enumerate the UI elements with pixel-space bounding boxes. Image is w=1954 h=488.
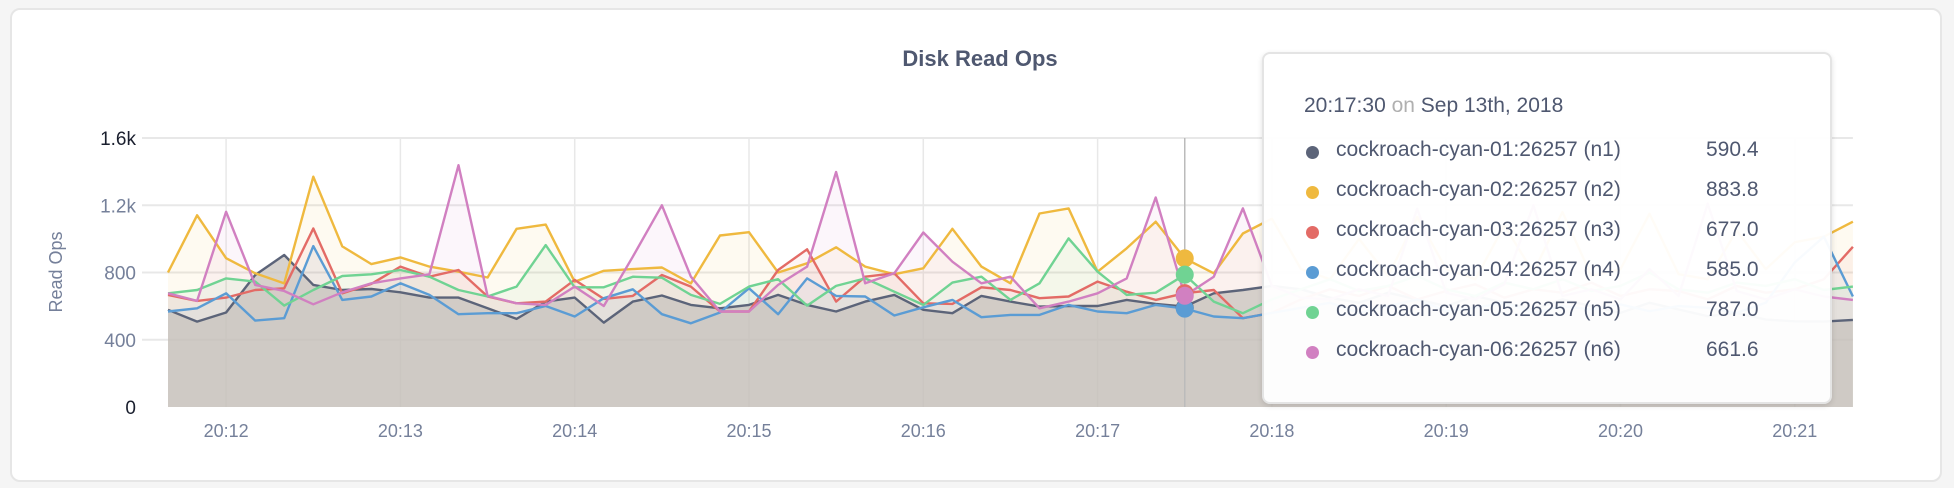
tooltip-series-name: cockroach-cyan-06:26257 (n6) [1336,338,1621,361]
tooltip-header: 20:17:30 on Sep 13th, 2018 [1304,94,1563,118]
x-tick-label: 20:13 [378,421,423,441]
y-axis-ticks: 0 400 800 1.2k 1.6k [100,129,136,419]
x-tick-label: 20:18 [1249,421,1294,441]
tooltip-row: cockroach-cyan-03:26257 (n3) 677.0 [1304,218,1804,248]
tooltip-series-name: cockroach-cyan-03:26257 (n3) [1336,218,1621,241]
x-tick-label: 20:15 [726,421,771,441]
tooltip-series-name: cockroach-cyan-02:26257 (n2) [1336,178,1621,201]
y-tick-label: 0 [125,398,136,419]
series-color-dot-icon [1306,346,1319,359]
chart-title: Disk Read Ops [902,46,1057,71]
tooltip-row: cockroach-cyan-01:26257 (n1) 590.4 [1304,138,1804,168]
x-tick-label: 20:17 [1075,421,1120,441]
tooltip-series-value: 661.6 [1706,338,1759,361]
tooltip-row: cockroach-cyan-04:26257 (n4) 585.0 [1304,258,1804,288]
tooltip-series-name: cockroach-cyan-04:26257 (n4) [1336,258,1621,281]
hover-layer [1175,138,1194,407]
tooltip-time: 20:17:30 [1304,94,1386,117]
tooltip-row: cockroach-cyan-05:26257 (n5) 787.0 [1304,298,1804,328]
tooltip-on: on [1391,94,1415,117]
y-axis-label: Read Ops [46,231,66,312]
series-color-dot-icon [1306,266,1319,279]
tooltip-series-value: 787.0 [1706,298,1759,321]
tooltip-series-name: cockroach-cyan-01:26257 (n1) [1336,138,1621,161]
x-axis-ticks: 20:12 20:13 20:14 20:15 20:16 20:17 20:18 20:19… [204,421,1818,441]
tooltip-row: cockroach-cyan-02:26257 (n2) 883.8 [1304,178,1804,208]
series-color-dot-icon [1306,186,1319,199]
tooltip-series-value: 585.0 [1706,258,1759,281]
hover-marker-n4 [1175,299,1194,318]
x-tick-label: 20:16 [901,421,946,441]
y-tick-label: 1.6k [100,129,136,150]
tooltip-series-value: 883.8 [1706,178,1759,201]
hover-marker-n2 [1175,249,1194,268]
tooltip-series-name: cockroach-cyan-05:26257 (n5) [1336,298,1621,321]
series-color-dot-icon [1306,146,1319,159]
y-tick-label: 800 [104,264,136,285]
tooltip-series-value: 677.0 [1706,218,1759,241]
y-tick-label: 1.2k [100,196,136,217]
tooltip-date: Sep 13th, 2018 [1420,94,1564,117]
y-tick-label: 400 [104,331,136,352]
hover-marker-n6 [1175,286,1194,305]
tooltip-series-value: 590.4 [1706,138,1759,161]
tooltip-row: cockroach-cyan-06:26257 (n6) 661.6 [1304,338,1804,368]
series-color-dot-icon [1306,226,1319,239]
hover-marker-n5 [1175,265,1194,284]
x-tick-label: 20:20 [1598,421,1643,441]
hover-tooltip: 20:17:30 on Sep 13th, 2018 cockroach-cya… [1262,52,1832,404]
x-tick-label: 20:19 [1424,421,1469,441]
x-tick-label: 20:21 [1772,421,1817,441]
series-color-dot-icon [1306,306,1319,319]
x-tick-label: 20:14 [552,421,597,441]
x-tick-label: 20:12 [204,421,249,441]
